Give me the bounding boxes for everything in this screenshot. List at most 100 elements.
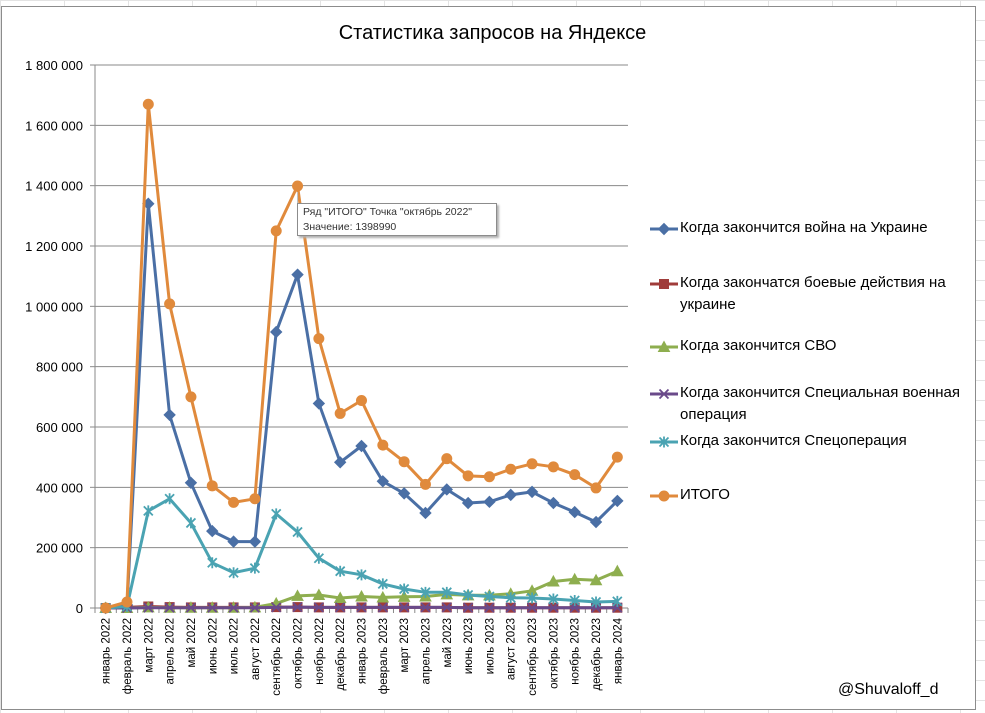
legend-item[interactable]: Когда закончится Спецоперация (650, 432, 965, 452)
data-point[interactable] (399, 583, 410, 595)
data-point[interactable] (333, 456, 347, 469)
data-point[interactable] (164, 493, 175, 505)
data-point[interactable] (206, 480, 218, 492)
data-point[interactable] (590, 596, 602, 608)
data-point[interactable] (291, 589, 304, 601)
legend-marker[interactable] (659, 279, 669, 289)
data-point[interactable] (249, 562, 261, 574)
data-point[interactable] (610, 564, 624, 577)
data-point[interactable] (484, 602, 495, 613)
data-point[interactable] (270, 325, 283, 339)
data-point[interactable] (568, 572, 582, 585)
data-point[interactable] (164, 602, 175, 613)
data-point[interactable] (313, 602, 324, 613)
data-point[interactable] (271, 602, 282, 613)
data-point[interactable] (313, 552, 324, 564)
legend-marker[interactable] (658, 388, 670, 400)
data-point[interactable] (228, 602, 239, 613)
data-point[interactable] (462, 589, 474, 601)
data-point[interactable] (185, 602, 197, 613)
data-point[interactable] (483, 471, 495, 483)
data-point[interactable] (271, 508, 282, 520)
data-point[interactable] (228, 496, 240, 508)
legend-item[interactable]: Когда закончатся боевые действия на укра… (650, 274, 965, 316)
data-point[interactable] (292, 180, 304, 192)
data-point[interactable] (399, 602, 410, 613)
data-point[interactable] (356, 602, 367, 613)
data-point[interactable] (312, 588, 326, 601)
data-point[interactable] (441, 586, 452, 598)
data-point[interactable] (376, 475, 390, 488)
data-point[interactable] (185, 517, 197, 529)
data-point[interactable] (611, 494, 624, 508)
data-point[interactable] (419, 478, 431, 490)
legend-item[interactable]: Когда закончится война на Украине (650, 219, 965, 239)
data-point[interactable] (568, 505, 581, 519)
data-point[interactable] (334, 407, 346, 419)
data-point[interactable] (228, 567, 239, 579)
legend-item[interactable]: ИТОГО (650, 486, 965, 506)
data-point[interactable] (590, 482, 602, 494)
data-point[interactable] (505, 463, 517, 475)
legend-item[interactable]: Когда закончится СВО (650, 337, 965, 357)
data-point[interactable] (227, 535, 240, 548)
data-point[interactable] (292, 526, 303, 538)
legend-marker[interactable] (658, 490, 670, 502)
data-point[interactable] (397, 487, 411, 500)
data-point[interactable] (100, 602, 112, 614)
data-point[interactable] (589, 515, 603, 529)
data-point[interactable] (163, 408, 176, 422)
data-point[interactable] (441, 602, 452, 613)
data-point[interactable] (377, 439, 389, 451)
legend-marker[interactable] (657, 222, 671, 236)
data-point[interactable] (249, 493, 261, 505)
data-point[interactable] (249, 602, 261, 613)
legend-marker[interactable] (657, 340, 671, 352)
data-point[interactable] (377, 602, 388, 613)
data-point[interactable] (420, 602, 431, 613)
data-point[interactable] (398, 456, 410, 468)
data-point[interactable] (504, 488, 517, 502)
legend-marker[interactable] (658, 436, 670, 448)
data-point[interactable] (547, 461, 559, 473)
data-point[interactable] (143, 602, 154, 613)
data-point[interactable] (356, 569, 367, 581)
data-point[interactable] (335, 602, 346, 613)
data-point[interactable] (121, 596, 133, 608)
data-point[interactable] (547, 496, 560, 510)
data-point[interactable] (185, 391, 197, 403)
data-point[interactable] (505, 602, 516, 613)
legend-item[interactable]: Когда закончится Специальная военная опе… (650, 384, 965, 426)
data-point[interactable] (441, 453, 453, 465)
data-point[interactable] (611, 451, 623, 463)
data-point[interactable] (335, 565, 346, 577)
data-point[interactable] (377, 578, 388, 590)
data-point[interactable] (461, 496, 475, 510)
data-point[interactable] (291, 268, 304, 281)
data-point[interactable] (312, 397, 326, 410)
data-point[interactable] (589, 573, 603, 586)
data-point[interactable] (356, 394, 367, 406)
data-point[interactable] (526, 458, 538, 470)
data-point[interactable] (526, 602, 538, 613)
data-point[interactable] (355, 589, 368, 602)
data-point[interactable] (142, 98, 154, 110)
data-point[interactable] (292, 601, 303, 613)
data-point[interactable] (206, 524, 219, 538)
data-point[interactable] (270, 225, 282, 237)
data-point[interactable] (547, 574, 560, 587)
data-point[interactable] (248, 535, 262, 548)
data-point[interactable] (313, 333, 325, 345)
data-point[interactable] (548, 593, 559, 605)
data-point[interactable] (207, 602, 218, 613)
data-point[interactable] (397, 590, 411, 602)
data-point[interactable] (569, 469, 581, 481)
data-point[interactable] (484, 591, 495, 603)
data-point[interactable] (376, 590, 390, 603)
data-point[interactable] (143, 505, 154, 517)
data-point[interactable] (207, 557, 218, 569)
data-point[interactable] (420, 586, 431, 598)
data-point[interactable] (355, 439, 368, 453)
data-point[interactable] (164, 298, 176, 310)
data-point[interactable] (419, 506, 432, 520)
